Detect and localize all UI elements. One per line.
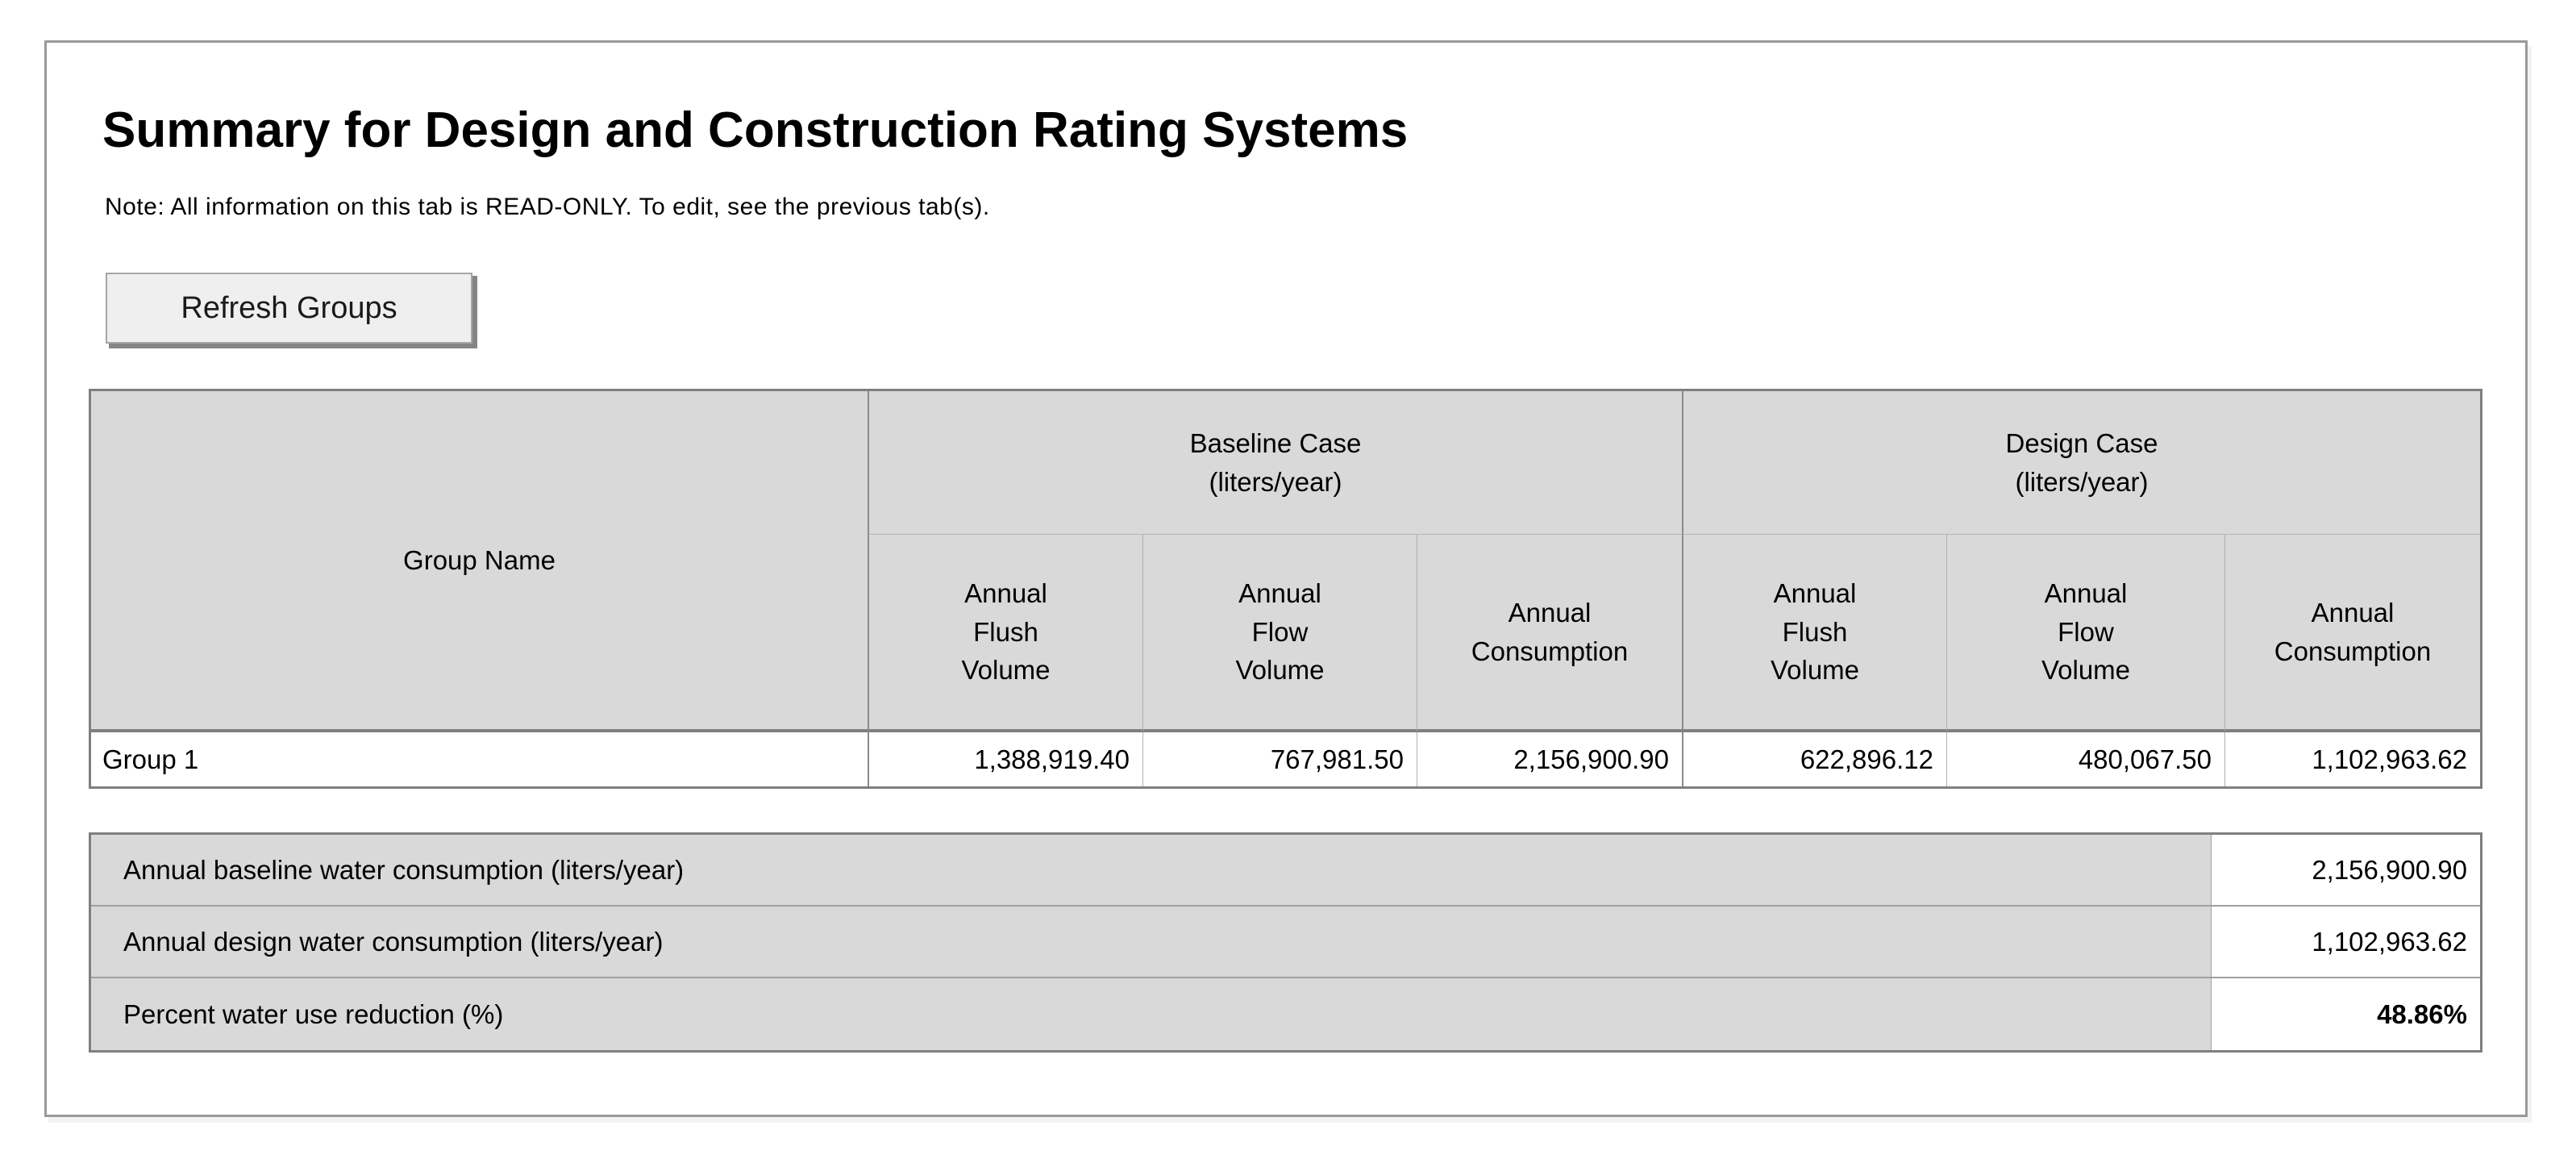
baseline-annual-flow-volume-cell: 767,981.50 [1143,732,1417,786]
group-name-header: Group Name [91,391,869,732]
baseline-annual-flush-volume-header: Annual Flush Volume [869,535,1143,732]
baseline-annual-flow-volume-header: Annual Flow Volume [1143,535,1417,732]
page-title: Summary for Design and Construction Rati… [102,102,1409,158]
annual-design-consumption-label: Annual design water consumption (liters/… [91,907,2212,978]
annual-baseline-consumption-value: 2,156,900.90 [2212,835,2480,907]
baseline-case-group-header: Baseline Case (liters/year) [869,391,1683,535]
design-case-group-header: Design Case (liters/year) [1683,391,2480,535]
percent-water-use-reduction-label: Percent water use reduction (%) [91,978,2212,1050]
annual-design-consumption-value: 1,102,963.62 [2212,907,2480,978]
annual-baseline-consumption-label: Annual baseline water consumption (liter… [91,835,2212,907]
design-annual-consumption-header: Annual Consumption [2225,535,2480,732]
design-annual-flow-volume-header: Annual Flow Volume [1947,535,2225,732]
readonly-note: Note: All information on this tab is REA… [105,194,990,220]
group-name-cell: Group 1 [91,732,869,786]
baseline-annual-consumption-cell: 2,156,900.90 [1417,732,1683,786]
groups-summary-table: Group Name Baseline Case (liters/year) D… [89,389,2482,789]
baseline-annual-flush-volume-cell: 1,388,919.40 [869,732,1143,786]
design-annual-flow-volume-cell: 480,067.50 [1947,732,2225,786]
refresh-groups-button[interactable]: Refresh Groups [106,273,472,344]
design-annual-flush-volume-header: Annual Flush Volume [1683,535,1947,732]
percent-water-use-reduction-value: 48.86% [2212,978,2480,1050]
water-consumption-totals-table: Annual baseline water consumption (liter… [89,832,2482,1053]
design-annual-flush-volume-cell: 622,896.12 [1683,732,1947,786]
baseline-annual-consumption-header: Annual Consumption [1417,535,1683,732]
design-annual-consumption-cell: 1,102,963.62 [2225,732,2480,786]
